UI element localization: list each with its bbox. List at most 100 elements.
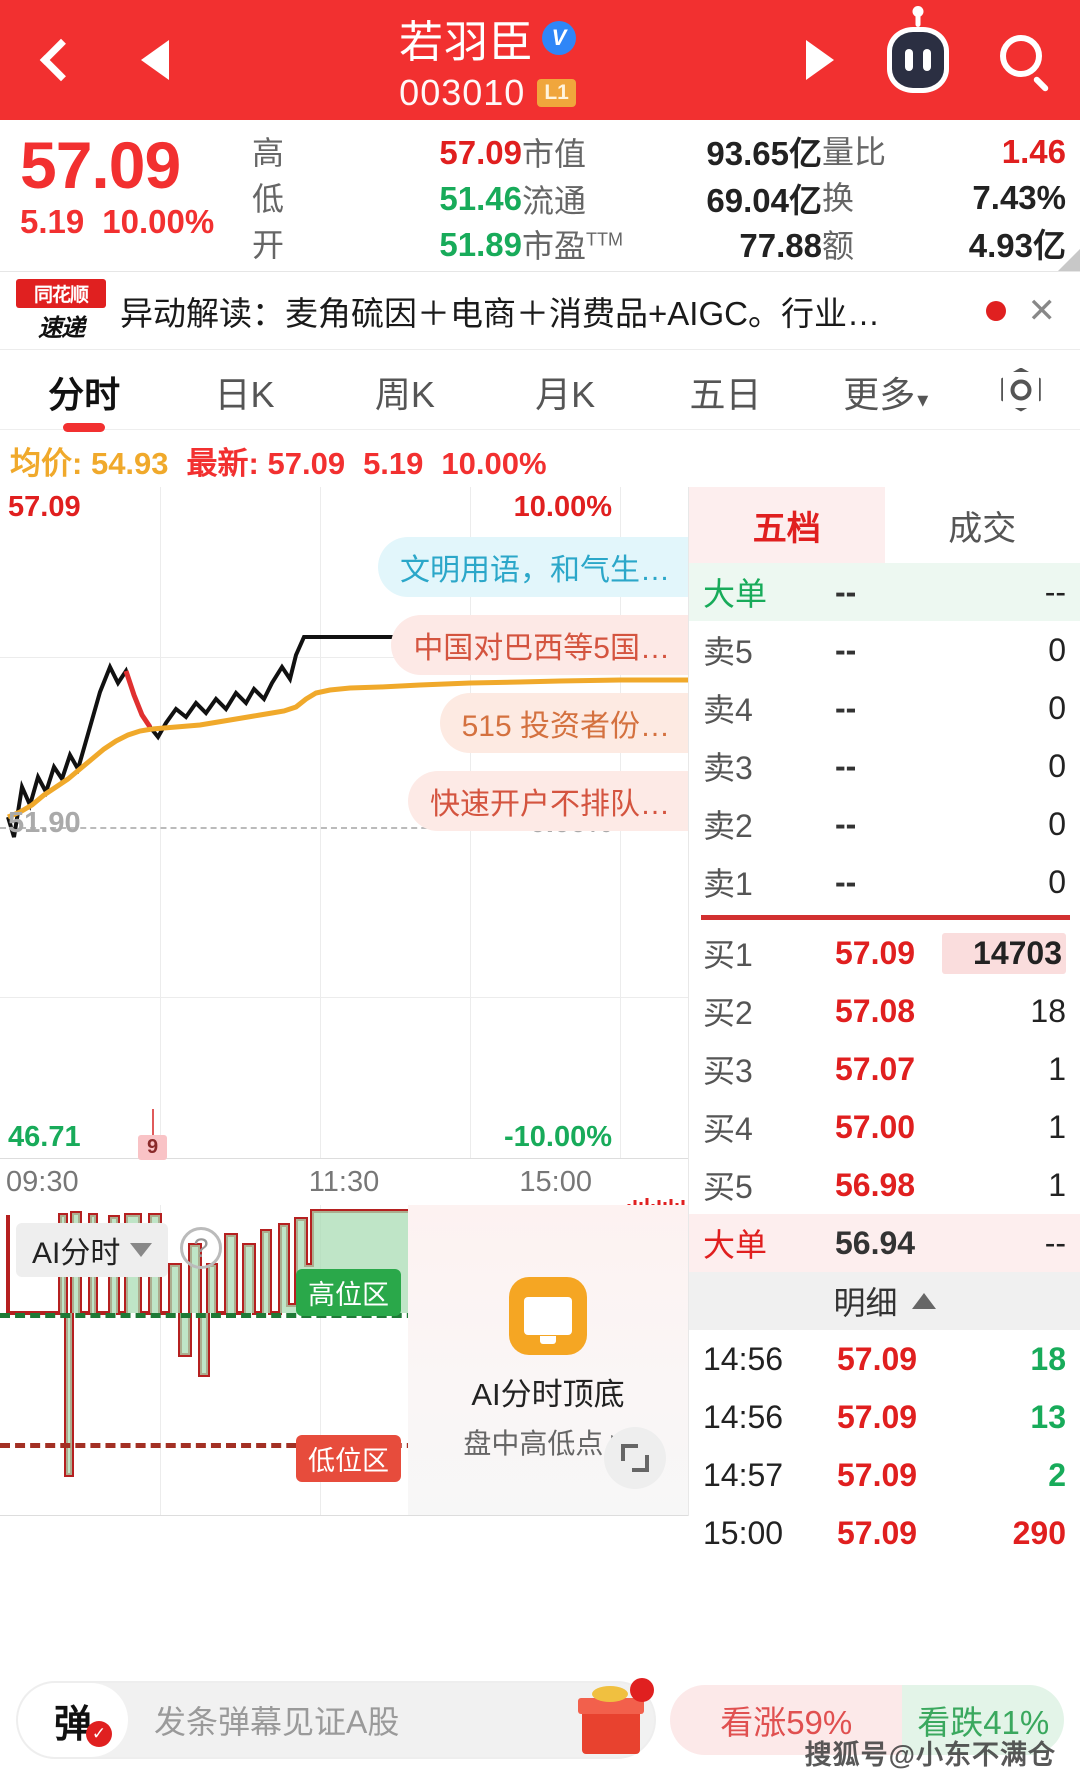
sell2-price: -- <box>835 805 857 842</box>
question-icon[interactable]: ? <box>180 1227 222 1269</box>
level-tag: L1 <box>537 79 576 107</box>
gift-icon[interactable] <box>576 1678 654 1756</box>
record-dot-icon <box>985 300 1006 321</box>
transaction-row: 14:56 57.09 13 <box>689 1388 1080 1446</box>
ai-indicator-chart[interactable]: 高位区 低位区 AI分时 ? AI分时顶底 盘中高低点 ▶ <box>0 1205 688 1516</box>
tab-more[interactable]: 更多▾ <box>843 373 929 415</box>
quote-panel: 57.09 5.19 10.00% 高 57.09 低 51.46 开 51.89 市… <box>0 120 1080 272</box>
orderbook-row-sell3: 卖3 -- 0 <box>689 737 1080 795</box>
sell1-label: 卖1 <box>703 866 753 902</box>
orderbook-row-sell4: 卖4 -- 0 <box>689 679 1080 737</box>
orderbook-row-buy5: 买5 56.98 1 <box>689 1156 1080 1214</box>
expand-icon <box>621 1444 649 1472</box>
orderbook-row-buy2: 买2 57.08 18 <box>689 982 1080 1040</box>
tx-volume: 2 <box>1048 1456 1066 1493</box>
prev-stock-button[interactable] <box>110 40 200 80</box>
volratio-value: 1.46 <box>1001 133 1066 170</box>
robot-assistant-button[interactable] <box>865 27 970 93</box>
sell3-label: 卖3 <box>703 750 753 786</box>
main-body: 9 57.09 10.00% 51.90 0.00% 46.71 -10.00%… <box>0 487 1080 1551</box>
high-label: 高 <box>252 134 285 171</box>
notice-item[interactable]: 中国对巴西等5国… <box>391 615 688 675</box>
buy4-volume: 1 <box>1048 1108 1066 1145</box>
tx-time: 14:56 <box>703 1398 784 1435</box>
news-text: 异动解读：麦角硫因＋电商＋消费品+AIGC。行业… <box>120 294 880 332</box>
low-label: 低 <box>252 180 285 217</box>
sell2-volume: 0 <box>1048 805 1066 842</box>
ai-promo-overlay[interactable]: AI分时顶底 盘中高低点 ▶ <box>408 1205 688 1515</box>
sentiment-bullish[interactable]: 看涨59% <box>670 1685 903 1755</box>
avg-price-label: 均价: 54.93 <box>10 446 169 481</box>
expand-corner-icon[interactable] <box>1058 249 1080 271</box>
danmu-input-wrap[interactable]: 弹 ✓ 发条弹幕见证A股 <box>16 1678 656 1759</box>
buy2-volume: 18 <box>1030 992 1066 1029</box>
sentiment-bearish[interactable]: 看跌41% <box>902 1685 1064 1755</box>
triangle-left-icon <box>141 40 169 80</box>
dadan-price: -- <box>835 573 857 610</box>
low-zone-label: 低位区 <box>296 1435 401 1482</box>
ai-indicator-selector[interactable]: AI分时 <box>16 1223 169 1277</box>
marketcap-label: 市值 <box>522 135 587 172</box>
intraday-price-chart[interactable]: 9 57.09 10.00% 51.90 0.00% 46.71 -10.00%… <box>0 487 688 1160</box>
search-button[interactable] <box>970 35 1080 93</box>
transaction-row: 14:57 57.09 2 <box>689 1446 1080 1504</box>
chart-marker-badge: 9 <box>138 1135 168 1160</box>
buy4-label: 买4 <box>703 1111 753 1147</box>
close-icon[interactable]: ✕ <box>1027 291 1057 330</box>
settings-hex-icon <box>1001 367 1041 412</box>
next-stock-button[interactable] <box>775 40 865 80</box>
turnover-value: 7.43% <box>972 179 1066 216</box>
orderbook-column: 五档 成交 大单 -- -- 卖5 -- 0 卖4 -- 0 卖3 -- 0 卖… <box>688 487 1080 1551</box>
dadan-label: 大单 <box>703 576 768 612</box>
transaction-row: 15:00 57.09 290 <box>689 1504 1080 1562</box>
news-banner[interactable]: 同花顺 速递 异动解读：麦角硫因＋电商＋消费品+AIGC。行业… ✕ <box>0 272 1080 350</box>
notice-item[interactable]: 515 投资者份… <box>439 693 688 753</box>
marker-line <box>152 1109 154 1137</box>
tab-weekk[interactable]: 周K <box>374 373 435 415</box>
bottom-bar: 弹 ✓ 发条弹幕见证A股 看涨59% 看跌41% <box>0 1660 1080 1780</box>
tab-five-level[interactable]: 五档 <box>689 487 885 563</box>
sell5-label: 卖5 <box>703 634 753 670</box>
last-change-pct: 10.00% <box>441 446 547 481</box>
amount-label: 额 <box>822 228 855 264</box>
tx-price: 57.09 <box>837 1514 918 1551</box>
notice-item[interactable]: 快速开户不排队… <box>408 771 688 831</box>
tab-monthk[interactable]: 月K <box>535 373 596 415</box>
orderbook-row-sell5: 卖5 -- 0 <box>689 621 1080 679</box>
chart-settings-button[interactable] <box>966 367 1076 412</box>
buy5-label: 买5 <box>703 1169 753 1205</box>
time-tick-mid: 11:30 <box>308 1165 380 1198</box>
app-header: 若羽臣 V 003010 L1 <box>0 0 1080 120</box>
tab-fenshi[interactable]: 分时 <box>4 362 164 418</box>
buy1-label: 买1 <box>703 937 753 973</box>
chart-tabs: 分时 日K 周K 月K 五日 更多▾ <box>0 350 1080 430</box>
back-button[interactable] <box>0 38 110 82</box>
tab-dayk[interactable]: 日K <box>214 373 275 415</box>
danmu-toggle-button[interactable]: 弹 ✓ <box>18 1683 128 1757</box>
robot-icon <box>886 27 949 93</box>
tab-fiveday[interactable]: 五日 <box>689 373 762 415</box>
tx-time: 14:57 <box>703 1456 784 1493</box>
chart-column: 9 57.09 10.00% 51.90 0.00% 46.71 -10.00%… <box>0 487 688 1516</box>
buy1-volume: 14703 <box>942 932 1066 974</box>
stock-name: 若羽臣 <box>399 18 534 67</box>
ths-logo-bottom: 速递 <box>38 314 85 342</box>
sell3-price: -- <box>835 747 857 784</box>
watermark: 搜狐号@小东不满仓 <box>804 1740 1056 1770</box>
sentiment-bar: 看涨59% 看跌41% <box>670 1685 1064 1755</box>
dadan-bottom-volume: -- <box>1044 1224 1066 1261</box>
triangle-up-icon <box>911 1293 936 1309</box>
tx-volume: 18 <box>1030 1340 1066 1377</box>
axis-mid-price: 51.90 <box>8 807 81 839</box>
expand-button[interactable] <box>604 1427 666 1489</box>
sell4-label: 卖4 <box>703 692 753 728</box>
low-value: 51.46 <box>439 179 522 217</box>
notice-item[interactable]: 文明用语，和气生… <box>378 537 688 597</box>
orderbook-tabs: 五档 成交 <box>689 487 1080 563</box>
float-label: 流通 <box>522 182 587 219</box>
amount-value: 4.93亿 <box>968 227 1066 264</box>
danmu-input[interactable]: 发条弹幕见证A股 <box>154 1704 400 1740</box>
detail-header[interactable]: 明细 <box>689 1272 1080 1330</box>
tab-transactions[interactable]: 成交 <box>948 509 1017 548</box>
price-change-pct: 10.00% <box>102 203 215 241</box>
